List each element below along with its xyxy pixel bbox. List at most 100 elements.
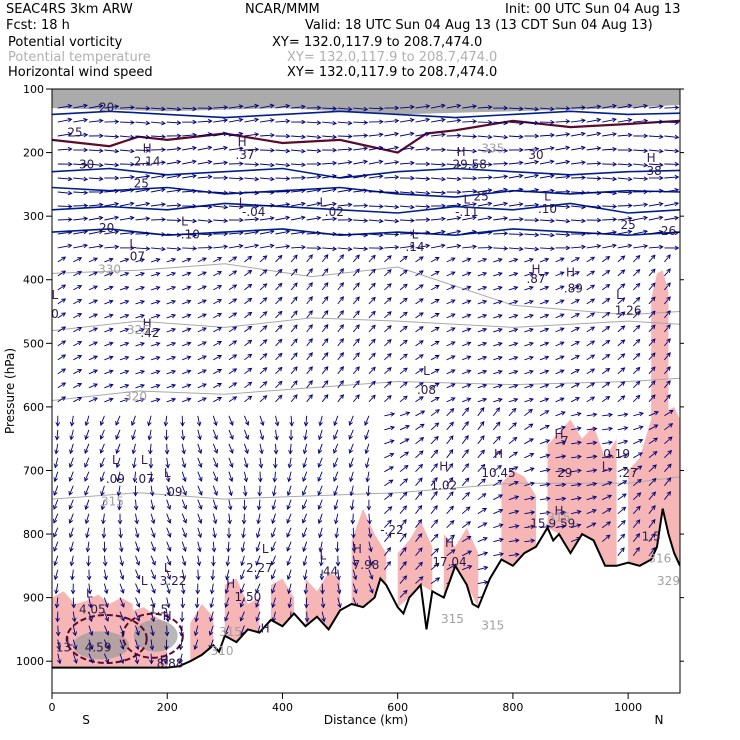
wind-vector-head — [488, 175, 493, 180]
wind-vector — [119, 217, 134, 221]
wind-vector — [150, 639, 153, 650]
wind-vector-head — [140, 369, 145, 375]
wind-vector-head — [621, 493, 627, 498]
wind-vector-head — [145, 134, 151, 140]
wind-vector-head — [410, 175, 415, 181]
wind-vector-head — [667, 436, 673, 442]
wind-vector-head — [394, 118, 400, 124]
wind-vector-head — [418, 284, 424, 289]
wind-vector-head — [592, 426, 598, 432]
chart-label: .89 — [564, 282, 583, 296]
wind-vector-head — [333, 421, 338, 427]
wind-vector — [337, 121, 352, 124]
wind-vector — [415, 477, 423, 486]
wind-vector — [462, 328, 471, 333]
wind-vector — [555, 313, 564, 319]
wind-vector — [55, 583, 59, 594]
y-tick-label: 100 — [23, 83, 44, 96]
wind-vector — [570, 327, 580, 333]
wind-vector — [321, 254, 329, 263]
wind-vector — [664, 410, 674, 417]
chart-label: 30 — [528, 148, 543, 162]
wind-vector-head — [335, 561, 341, 567]
wind-vector-head — [308, 352, 313, 357]
wind-vector — [166, 148, 181, 151]
wind-vector — [259, 191, 275, 193]
wind-vector-head — [394, 190, 400, 195]
wind-vector-head — [379, 204, 384, 209]
wind-vector-head — [271, 519, 276, 525]
wind-vector-head — [466, 299, 472, 304]
wind-vector — [602, 105, 617, 109]
wind-vector — [539, 342, 549, 347]
wind-vector — [213, 106, 228, 109]
wind-vector — [461, 521, 471, 529]
wind-vector — [524, 174, 539, 179]
chart-label: 315 — [548, 510, 571, 524]
wind-vector — [84, 457, 90, 468]
wind-vector — [350, 485, 354, 496]
wind-vector — [399, 106, 414, 109]
wind-vector — [337, 233, 352, 236]
wind-vector — [399, 547, 407, 556]
wind-vector-head — [129, 215, 135, 221]
wind-vector-head — [67, 217, 73, 222]
wind-vector — [135, 314, 145, 319]
wind-vector-head — [550, 232, 555, 238]
wind-vector-head — [503, 134, 509, 140]
wind-vector — [53, 527, 59, 538]
wind-vector — [601, 326, 610, 333]
wind-vector — [73, 217, 88, 221]
wind-vector-head — [650, 366, 656, 372]
wind-vector-head — [575, 327, 580, 332]
wind-vector — [399, 325, 408, 333]
wind-vector — [431, 104, 445, 109]
wind-vector — [648, 231, 663, 235]
wind-vector-head — [654, 411, 659, 416]
wind-vector-head — [433, 519, 439, 524]
wind-vector — [368, 324, 376, 333]
wind-vector-head — [259, 449, 264, 455]
wind-vector — [88, 230, 103, 235]
wind-vector — [446, 299, 455, 305]
wind-vector — [57, 326, 66, 333]
wind-vector — [135, 121, 150, 124]
wind-vector-head — [171, 369, 177, 375]
wind-vector-head — [349, 505, 355, 511]
wind-vector — [446, 341, 455, 347]
wind-vector-head — [605, 311, 611, 317]
wind-vector-head — [371, 324, 376, 330]
chart-label: L — [112, 453, 119, 467]
wind-vector — [539, 398, 549, 403]
wind-vector — [337, 380, 344, 389]
wind-vector-head — [207, 245, 213, 250]
wind-vector — [570, 510, 581, 515]
wind-vector-head — [635, 310, 641, 316]
wind-vector-head — [581, 244, 587, 250]
wind-vector — [104, 216, 119, 221]
wind-vector-head — [440, 229, 446, 235]
wind-vector-head — [561, 468, 567, 474]
wind-vector-head — [667, 449, 673, 455]
wind-vector-head — [534, 159, 540, 165]
chart-label: L — [52, 288, 59, 302]
wind-vector — [306, 338, 313, 347]
wind-vector-head — [518, 202, 524, 207]
wind-vector-head — [101, 533, 107, 539]
chart-label: L — [463, 192, 470, 206]
wind-vector — [570, 271, 580, 277]
wind-vector-head — [339, 394, 344, 399]
wind-vector-head — [83, 216, 89, 221]
wind-vector-head — [623, 439, 629, 445]
wind-vector-head — [53, 463, 59, 469]
wind-vector — [88, 327, 98, 333]
wind-vector — [648, 533, 656, 542]
wind-vector — [524, 511, 535, 515]
wind-vector-head — [347, 160, 353, 165]
chart-label: L — [141, 574, 148, 588]
wind-vector-head — [102, 561, 108, 567]
wind-vector-head — [247, 255, 253, 261]
wind-vector-head — [546, 510, 551, 516]
wind-vector — [182, 398, 191, 403]
wind-vector — [648, 491, 656, 500]
